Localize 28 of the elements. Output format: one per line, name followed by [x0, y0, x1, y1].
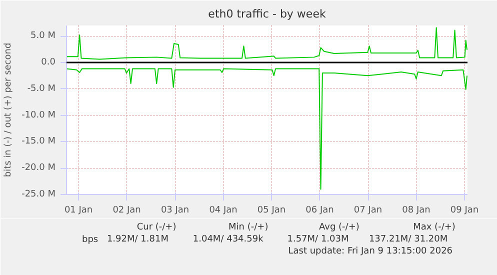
x-tick-label: 05 Jan: [257, 206, 286, 216]
text: 1.04M/ 434.59k: [192, 234, 264, 244]
text: 137.21M/ 31.20M: [368, 234, 448, 244]
x-tick-label: 09 Jan: [450, 206, 479, 216]
x-tick-label: 04 Jan: [209, 206, 238, 216]
text: Avg (-/+): [319, 222, 360, 232]
y-tick-label: -15.0 M: [22, 136, 56, 147]
text: Last update: Fri Jan 9 13:15:00 2026: [288, 246, 453, 256]
chart-title: eth0 traffic - by week: [208, 8, 326, 20]
x-tick-label: 07 Jan: [354, 206, 382, 216]
y-tick-label: 5.0 M: [30, 31, 56, 42]
text: Max (-/+): [413, 222, 456, 232]
text: Cur (-/+): [136, 222, 176, 232]
text: Min (-/+): [228, 222, 268, 232]
x-tick-label: 06 Jan: [306, 206, 334, 216]
y-axis-title: bits in (-) / out (+) per second: [4, 42, 14, 178]
x-tick-label: 08 Jan: [402, 206, 430, 216]
y-tick-label: -5.0 M: [27, 84, 56, 94]
y-tick-label: 0.0: [41, 57, 56, 68]
x-tick-label: 01 Jan: [64, 206, 93, 216]
x-tick-label: 03 Jan: [160, 206, 190, 216]
x-tick-label: 02 Jan: [112, 206, 141, 216]
text: 1.92M/ 1.81M: [106, 234, 168, 244]
text: 1.57M/ 1.03M: [287, 234, 349, 244]
text: bps: [82, 235, 100, 245]
y-tick-label: -20.0 M: [22, 163, 56, 174]
y-tick-label: -25.0 M: [22, 190, 56, 200]
y-tick-label: -10.0 M: [22, 110, 56, 120]
